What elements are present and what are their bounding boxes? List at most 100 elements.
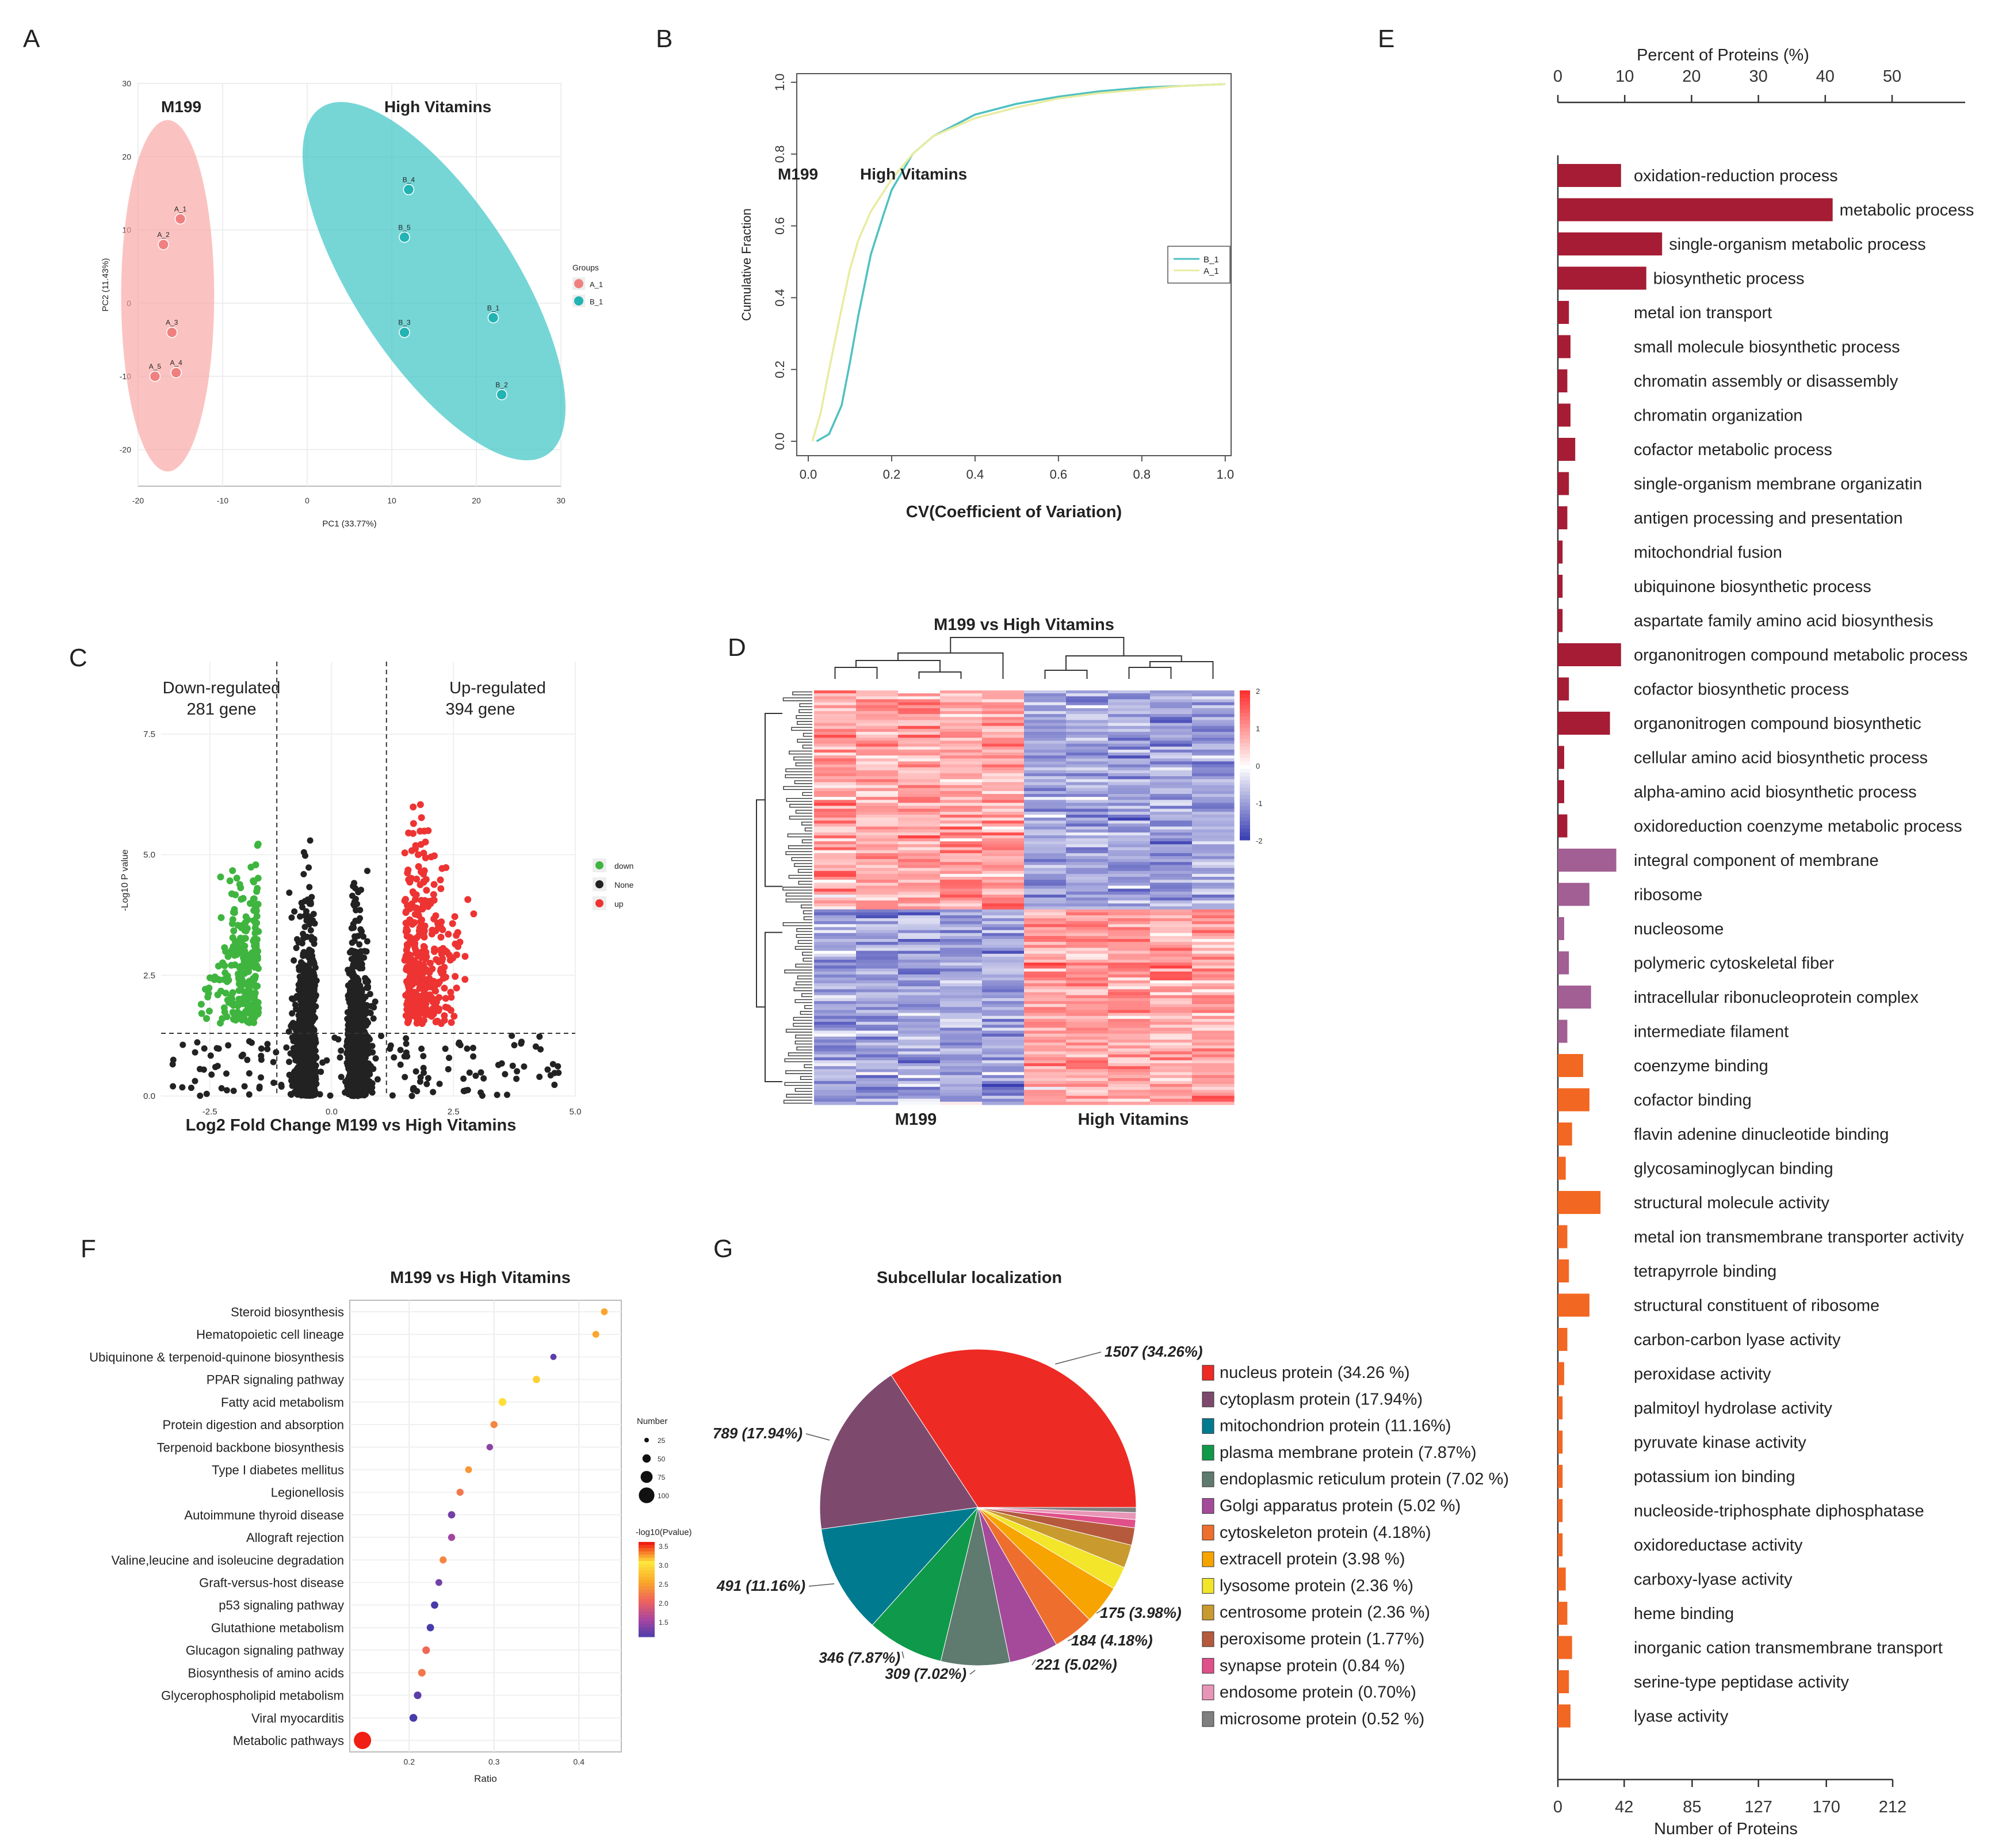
heatmap-cell: [1150, 755, 1193, 759]
volcano-point-bg: [513, 1075, 520, 1082]
heatmap-cell: [940, 728, 983, 732]
heatmap-cell: [1108, 1075, 1151, 1079]
volcano-point-bg: [389, 1092, 396, 1099]
heatmap-cell: [1192, 753, 1235, 756]
volcano-point-bg: [344, 1048, 351, 1055]
heatmap-colorbar-segment: [1240, 694, 1250, 698]
volcano-point-bg: [303, 1090, 310, 1097]
heatmap-cell: [1024, 823, 1067, 827]
heatmap-cell: [982, 950, 1025, 954]
heatmap-cell: [940, 847, 983, 851]
pie-legend-label: Golgi apparatus protein (5.02 %): [1220, 1497, 1461, 1515]
heatmap-cell: [814, 1072, 857, 1076]
go-bar-label: pyruvate kinase activity: [1634, 1434, 1806, 1452]
go-bar-label: peroxidase activity: [1634, 1365, 1771, 1384]
heatmap-cell: [1066, 820, 1109, 824]
volcano-point: [300, 961, 307, 968]
heatmap-cell: [1150, 924, 1193, 927]
heatmap-colorbar-segment: [1240, 765, 1250, 770]
heatmap-cell: [1150, 906, 1193, 910]
volcano-point-bg: [480, 1075, 487, 1082]
heatmap-cell: [1024, 891, 1067, 895]
heatmap-cell: [814, 977, 857, 981]
volcano-point-bg: [403, 1040, 410, 1047]
heatmap-cell: [1192, 746, 1235, 750]
heatmap-row-dendrogram: [796, 928, 812, 932]
go-bar-label: aspartate family amino acid biosynthesis: [1634, 612, 1934, 631]
heatmap-cell: [856, 791, 899, 795]
heatmap-colorbar-tick: -2: [1256, 837, 1263, 845]
heatmap-cell: [856, 933, 899, 937]
heatmap-cell: [898, 939, 941, 942]
heatmap-cell: [1192, 1043, 1235, 1046]
heatmap-cell: [856, 735, 899, 738]
heatmap-cell: [1024, 900, 1067, 904]
heatmap-cell: [982, 1018, 1025, 1022]
heatmap-cell: [940, 998, 983, 1002]
go-bottom-axis-label: Number of Proteins: [1654, 1820, 1798, 1838]
heatmap-colorbar-segment: [1240, 754, 1250, 758]
heatmap-cell: [1024, 1093, 1067, 1097]
bubble-category-label: p53 signaling pathway: [219, 1598, 344, 1613]
heatmap-cell: [1108, 1025, 1151, 1028]
heatmap-cell: [1066, 998, 1109, 1002]
heatmap-cell: [982, 1030, 1025, 1034]
heatmap-cell: [982, 826, 1025, 830]
volcano-point-down: [253, 907, 260, 914]
heatmap-cell: [898, 815, 941, 818]
heatmap-cell: [1150, 823, 1193, 827]
volcano-legend-label: up: [614, 899, 624, 908]
heatmap-cell: [1024, 791, 1067, 795]
heatmap-cell: [814, 696, 857, 700]
volcano-point-bg: [201, 1045, 208, 1052]
heatmap-cell: [982, 1001, 1025, 1005]
heatmap-col-dendrogram: [855, 660, 941, 672]
volcano-point: [350, 901, 357, 908]
heatmap-cell: [982, 1075, 1025, 1079]
heatmap-cell: [898, 983, 941, 987]
heatmap-colorbar-segment: [1240, 731, 1250, 736]
heatmap-cell: [898, 788, 941, 792]
volcano-point: [301, 999, 308, 1006]
volcano-point-up: [426, 969, 433, 976]
heatmap-cell: [940, 1057, 983, 1061]
heatmap-cell: [898, 726, 941, 730]
heatmap-cell: [856, 971, 899, 975]
heatmap-cell: [898, 844, 941, 848]
volcano-point-down: [221, 969, 229, 976]
heatmap-cell: [1108, 714, 1151, 717]
heatmap-cell: [814, 1043, 857, 1046]
heatmap-cell: [814, 971, 857, 975]
volcano-point-up: [420, 878, 427, 885]
heatmap-cell: [856, 705, 899, 709]
heatmap-cell: [982, 708, 1025, 712]
volcano-point: [291, 957, 297, 964]
bubble-category-label: Fatty acid metabolism: [221, 1395, 344, 1410]
heatmap-cell: [898, 1098, 941, 1102]
heatmap-cell: [1108, 818, 1151, 821]
heatmap-cell: [1192, 735, 1235, 738]
heatmap-cell: [1150, 717, 1193, 720]
heatmap-cell: [1108, 740, 1151, 744]
heatmap-cell: [1150, 870, 1193, 875]
heatmap-cell: [898, 1018, 941, 1022]
heatmap-cell: [1150, 770, 1193, 774]
heatmap-cell: [940, 862, 983, 865]
volcano-point-bg: [477, 1069, 484, 1076]
heatmap-cell: [940, 873, 983, 877]
bubble-color-legend-segment: [639, 1633, 655, 1637]
volcano-point: [307, 947, 314, 954]
heatmap-cell: [1024, 989, 1067, 993]
heatmap-cell: [1108, 702, 1151, 706]
pca-group-label-m199: M199: [161, 98, 201, 116]
heatmap-cell: [814, 811, 857, 815]
heatmap-cell: [982, 740, 1025, 744]
heatmap-cell: [814, 1048, 857, 1052]
heatmap-colorbar-tick: 0: [1256, 762, 1260, 770]
heatmap-cell: [898, 753, 941, 756]
heatmap-cell: [982, 868, 1025, 872]
heatmap-cell: [1192, 1066, 1235, 1070]
volcano-point-bg: [456, 1039, 463, 1046]
heatmap-cell: [982, 1078, 1025, 1082]
heatmap-cell: [982, 995, 1025, 999]
